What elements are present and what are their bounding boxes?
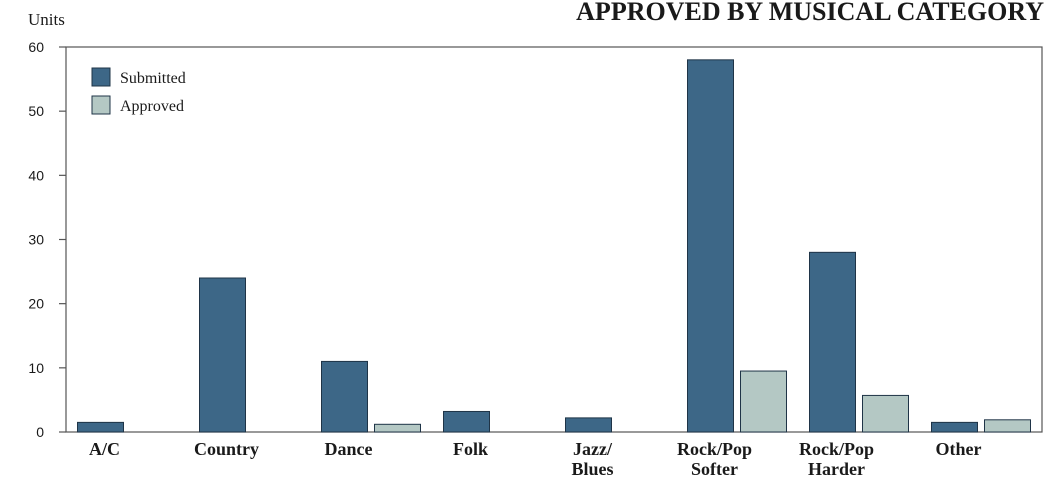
x-category-label: Rock/Pop: [799, 439, 874, 459]
y-axis-label: Units: [28, 10, 65, 29]
legend: Submitted Approved: [91, 67, 186, 115]
y-tick-label: 20: [28, 296, 44, 312]
legend-swatch-submitted: [91, 67, 111, 87]
x-category-label: Softer: [691, 459, 738, 477]
x-category-label: Rock/Pop: [677, 439, 752, 459]
bar-approved-2: [374, 423, 421, 433]
bar-submitted-4: [565, 417, 612, 433]
x-category-label: Other: [936, 439, 982, 459]
bars-group: [77, 59, 1031, 433]
bar-submitted-2: [321, 360, 368, 433]
x-category-label: Country: [194, 439, 259, 459]
y-tick-label: 50: [28, 103, 44, 119]
x-category-label: A/C: [89, 439, 120, 459]
x-category-label: Dance: [325, 439, 373, 459]
legend-swatch-approved: [91, 95, 111, 115]
bar-submitted-5: [687, 59, 734, 433]
x-category-label: Harder: [808, 459, 865, 477]
y-axis: 0 10 20 30 40 50 60: [28, 39, 66, 440]
bar-submitted-1: [199, 277, 246, 433]
bar-approved-7: [984, 419, 1031, 433]
bar-submitted-3: [443, 410, 490, 433]
legend-label-submitted: Submitted: [120, 70, 186, 87]
bar-submitted-7: [931, 421, 978, 433]
bar-submitted-0: [77, 421, 124, 433]
x-category-label: Blues: [571, 459, 613, 477]
bar-approved-6: [862, 394, 909, 433]
y-tick-label: 10: [28, 360, 44, 376]
y-tick-label: 60: [28, 39, 44, 55]
bar-submitted-6: [809, 251, 856, 433]
x-category-label: Folk: [453, 439, 488, 459]
y-tick-label: 30: [28, 232, 44, 248]
y-tick-label: 0: [36, 424, 44, 440]
legend-label-approved: Approved: [120, 98, 184, 115]
chart-title: APPROVED BY MUSICAL CATEGORY: [576, 0, 1044, 26]
x-category-label: Jazz/: [573, 439, 613, 459]
bar-approved-5: [740, 370, 787, 433]
y-tick-label: 40: [28, 167, 44, 183]
x-axis-labels: A/C Country Dance Folk Jazz/BluesRock/PopSof…: [89, 439, 982, 477]
